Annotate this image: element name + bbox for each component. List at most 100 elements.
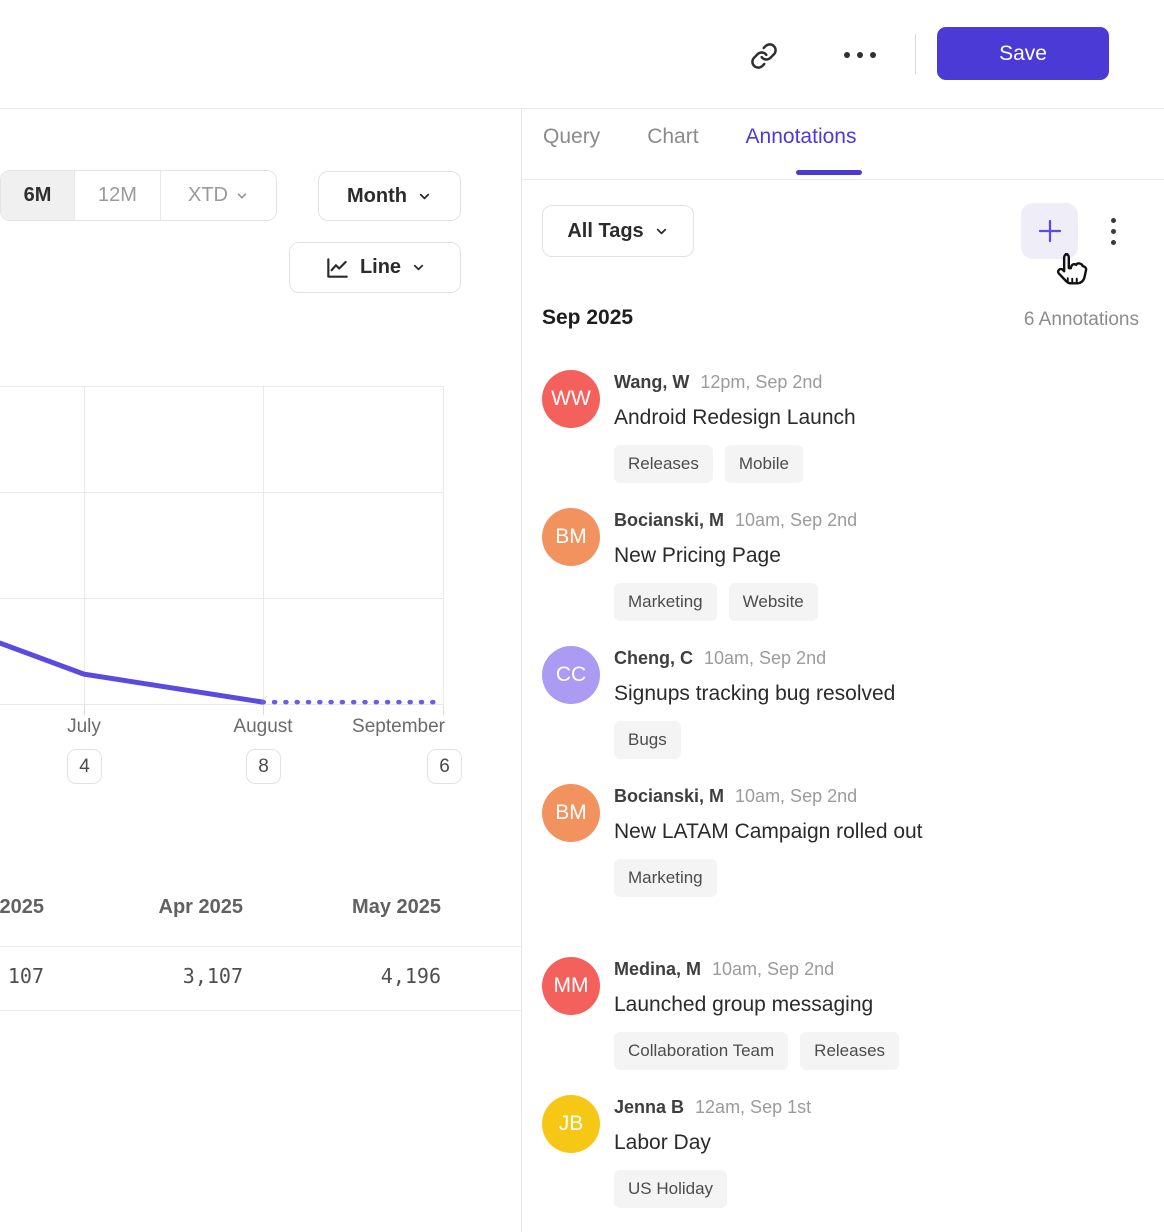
table-col-header: Apr 2025 (158, 896, 244, 918)
annotation-tags: Marketing (614, 859, 1142, 897)
chart-plot-area (0, 386, 444, 705)
chevron-down-icon (235, 189, 249, 203)
table-border (0, 1010, 521, 1011)
annotations-options-button[interactable] (1100, 206, 1126, 256)
tag-pill: Marketing (614, 859, 717, 897)
table-cell-value: 3,107 (182, 964, 243, 988)
chart-type-label: Line (359, 256, 402, 278)
tag-pill: Website (728, 583, 818, 621)
x-axis-tick (443, 705, 444, 715)
annotation-count-badge-september[interactable]: 6 (427, 749, 462, 784)
chevron-down-icon (417, 189, 432, 204)
tabbar-border (521, 179, 1164, 180)
granularity-dropdown[interactable]: Month (318, 171, 461, 221)
tag-filter-label: All Tags (567, 219, 644, 242)
table-col-header: 2025 (0, 896, 44, 918)
range-xtd-label: XTD (188, 184, 228, 206)
annotation-tags: Bugs (614, 721, 1142, 759)
annotation-timestamp: 12pm, Sep 2nd (700, 372, 823, 392)
tag-pill: US Holiday (614, 1170, 728, 1208)
add-annotation-button[interactable] (1021, 203, 1078, 259)
x-label-september: September (352, 716, 445, 737)
date-range-segmented-control: 6M 12M XTD (0, 170, 277, 221)
annotation-title: Android Redesign Launch (614, 406, 856, 429)
granularity-label: Month (347, 184, 407, 207)
annotation-list-item[interactable]: JB Jenna B 12am, Sep 1st Labor Day US Ho… (542, 1095, 1142, 1208)
annotation-title: Labor Day (614, 1131, 711, 1154)
annotation-tags: US Holiday (614, 1170, 1142, 1208)
range-12m-button[interactable]: 12M (74, 171, 160, 220)
save-button[interactable]: Save (937, 27, 1109, 80)
tab-annotations[interactable]: Annotations (745, 125, 857, 148)
plus-icon (1035, 216, 1065, 246)
pane-divider (521, 108, 522, 1232)
annotation-title: Signups tracking bug resolved (614, 682, 896, 705)
table-col-header: May 2025 (352, 896, 441, 918)
chevron-down-icon (411, 260, 426, 275)
annotation-timestamp: 12am, Sep 1st (695, 1097, 812, 1117)
avatar: BM (542, 508, 600, 566)
annotation-list-item[interactable]: BM Bocianski, M 10am, Sep 2nd New Pricin… (542, 508, 1142, 621)
annotation-list-item[interactable]: MM Medina, M 10am, Sep 2nd Launched grou… (542, 957, 1142, 1070)
annotation-list-item[interactable]: WW Wang, W 12pm, Sep 2nd Android Redesig… (542, 370, 1142, 483)
avatar: BM (542, 784, 600, 842)
tag-pill: Marketing (614, 583, 717, 621)
table-cell-value: 107 (7, 964, 44, 988)
month-group-header: Sep 2025 (542, 306, 634, 329)
annotation-count-badge-august[interactable]: 8 (246, 749, 281, 784)
annotations-count-label: 6 Annotations (1023, 309, 1139, 330)
annotation-title: New Pricing Page (614, 544, 781, 567)
annotation-list-item[interactable]: CC Cheng, C 10am, Sep 2nd Signups tracki… (542, 646, 1142, 759)
range-6m-button[interactable]: 6M (1, 171, 74, 220)
chain-link-icon (750, 42, 778, 70)
more-options-button[interactable] (840, 42, 880, 68)
tab-chart[interactable]: Chart (647, 125, 699, 148)
trend-line-actual (0, 640, 266, 705)
tag-pill: Mobile (724, 445, 803, 483)
annotation-author: Jenna B (614, 1097, 685, 1117)
annotation-title: New LATAM Campaign rolled out (614, 820, 923, 843)
trend-line-svg (0, 640, 443, 705)
avatar: MM (542, 957, 600, 1015)
tag-filter-dropdown[interactable]: All Tags (542, 205, 694, 257)
x-label-august: August (233, 716, 293, 737)
tag-pill: Releases (800, 1032, 900, 1070)
range-xtd-button[interactable]: XTD (160, 171, 276, 220)
annotation-tags: Marketing Website (614, 583, 1142, 621)
chart-type-dropdown[interactable]: Line (289, 242, 461, 293)
annotation-timestamp: 10am, Sep 2nd (712, 959, 835, 979)
tag-pill: Releases (614, 445, 713, 483)
annotation-timestamp: 10am, Sep 2nd (704, 648, 827, 668)
annotation-tags: Collaboration Team Releases (614, 1032, 1142, 1070)
line-chart-icon (324, 255, 350, 281)
annotation-list-item[interactable]: BM Bocianski, M 10am, Sep 2nd New LATAM … (542, 784, 1142, 897)
horizontal-ellipsis-icon (844, 52, 876, 58)
x-axis-tick (263, 705, 264, 715)
annotation-count-badge-july[interactable]: 4 (67, 749, 102, 784)
header-divider (915, 34, 916, 74)
tag-pill: Bugs (614, 721, 681, 759)
avatar: JB (542, 1095, 600, 1153)
table-border (0, 946, 521, 947)
avatar: WW (542, 370, 600, 428)
annotation-author: Medina, M (614, 959, 702, 979)
annotation-author: Bocianski, M (614, 786, 725, 806)
panel-tabs: Query Chart Annotations (541, 125, 858, 149)
avatar: CC (542, 646, 600, 704)
annotation-timestamp: 10am, Sep 2nd (735, 510, 858, 530)
tab-query[interactable]: Query (543, 125, 601, 148)
annotation-tags: Releases Mobile (614, 445, 1142, 483)
annotation-author: Wang, W (614, 372, 690, 392)
x-label-july: July (67, 716, 101, 737)
header-border (0, 108, 1164, 109)
annotation-author: Bocianski, M (614, 510, 725, 530)
annotation-timestamp: 10am, Sep 2nd (735, 786, 858, 806)
copy-link-button[interactable] (748, 40, 780, 72)
annotation-author: Cheng, C (614, 648, 693, 668)
active-tab-underline (796, 170, 862, 175)
chevron-down-icon (654, 224, 669, 239)
annotation-title: Launched group messaging (614, 993, 874, 1016)
table-cell-value: 4,196 (380, 964, 441, 988)
tag-pill: Collaboration Team (614, 1032, 789, 1070)
x-axis-tick (84, 705, 85, 715)
